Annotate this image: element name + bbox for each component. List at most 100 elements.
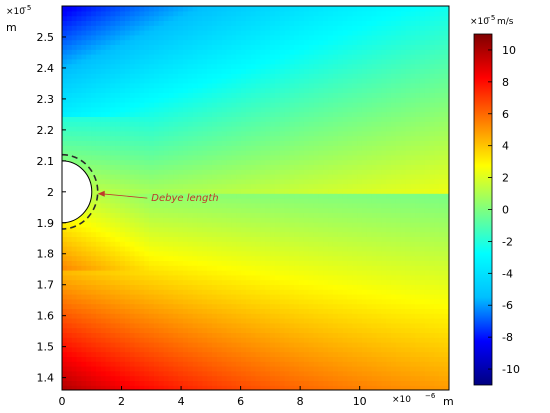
field-cell <box>328 222 334 228</box>
field-cell <box>260 97 266 103</box>
field-cell <box>158 116 165 122</box>
field-cell <box>410 198 416 204</box>
field-cell <box>105 332 111 338</box>
field-cell <box>390 313 397 319</box>
field-cell <box>366 270 373 276</box>
field-cell <box>197 188 203 194</box>
field-cell <box>71 279 78 285</box>
field-cell <box>376 130 382 137</box>
field-cell <box>182 145 189 151</box>
field-cell <box>328 226 334 233</box>
field-cell <box>308 370 315 377</box>
field-cell <box>236 222 242 228</box>
field-cell <box>139 308 145 314</box>
field-cell <box>270 116 276 122</box>
field-cell <box>231 231 237 237</box>
field-cell <box>76 318 82 324</box>
field-cell <box>361 150 368 156</box>
field-cell <box>139 193 145 199</box>
field-cell <box>240 270 247 276</box>
field-cell <box>289 202 295 209</box>
field-cell <box>144 145 150 151</box>
field-cell <box>134 135 140 141</box>
field-cell <box>197 265 203 271</box>
field-cell <box>197 198 203 204</box>
field-cell <box>81 351 87 357</box>
field-cell <box>342 342 349 348</box>
field-cell <box>91 183 97 189</box>
field-cell <box>352 116 358 122</box>
field-cell <box>182 198 189 204</box>
field-cell <box>337 342 344 348</box>
field-cell <box>168 226 174 233</box>
field-cell <box>405 375 411 381</box>
field-cell <box>289 207 295 213</box>
field-cell <box>71 231 78 237</box>
field-cell <box>376 207 382 213</box>
field-cell <box>139 327 145 333</box>
field-cell <box>299 346 305 353</box>
field-cell <box>308 198 315 204</box>
field-cell <box>444 246 449 252</box>
field-cell <box>357 97 363 103</box>
field-cell <box>158 289 165 295</box>
field-cell <box>265 145 271 151</box>
field-cell <box>197 231 203 237</box>
field-cell <box>424 135 431 141</box>
field-cell <box>240 356 247 362</box>
field-cell <box>236 265 242 271</box>
field-cell <box>110 318 116 324</box>
field-cell <box>120 332 126 338</box>
field-cell <box>386 279 392 285</box>
field-cell <box>81 327 87 333</box>
field-cell <box>149 332 155 338</box>
field-cell <box>342 116 349 122</box>
field-cell <box>342 246 349 252</box>
field-cell <box>124 188 131 194</box>
field-cell <box>120 250 126 257</box>
field-cell <box>265 246 271 252</box>
field-cell <box>245 193 252 199</box>
field-cell <box>250 366 257 372</box>
field-cell <box>352 164 358 170</box>
field-cell <box>110 361 116 367</box>
field-cell <box>149 188 155 194</box>
field-cell <box>245 332 252 338</box>
field-cell <box>439 265 445 271</box>
field-cell <box>429 375 436 381</box>
field-cell <box>284 303 290 309</box>
field-cell <box>153 366 160 372</box>
field-cell <box>376 265 382 271</box>
field-cell <box>192 207 199 213</box>
field-cell <box>149 361 155 367</box>
field-cell <box>139 246 145 252</box>
field-cell <box>279 92 286 98</box>
field-cell <box>129 130 136 137</box>
field-cell <box>332 236 339 242</box>
field-cell <box>419 332 426 338</box>
field-cell <box>361 193 368 199</box>
field-cell <box>149 370 155 377</box>
field-cell <box>95 342 102 348</box>
field-cell <box>250 313 257 319</box>
field-cell <box>376 174 382 180</box>
field-cell <box>434 164 440 170</box>
field-cell <box>294 174 300 180</box>
field-cell <box>332 126 339 132</box>
field-cell <box>158 385 165 390</box>
field-cell <box>153 375 160 381</box>
field-cell <box>134 380 140 386</box>
field-cell <box>187 342 194 348</box>
field-cell <box>178 92 184 98</box>
field-cell <box>95 154 102 161</box>
field-cell <box>260 212 266 218</box>
field-cell <box>410 255 416 261</box>
field-cell <box>294 332 300 338</box>
field-cell <box>424 174 431 180</box>
field-cell <box>303 222 310 228</box>
field-cell <box>429 327 436 333</box>
field-cell <box>134 303 140 309</box>
field-cell <box>366 274 373 281</box>
field-cell <box>120 274 126 281</box>
field-cell <box>95 318 102 324</box>
